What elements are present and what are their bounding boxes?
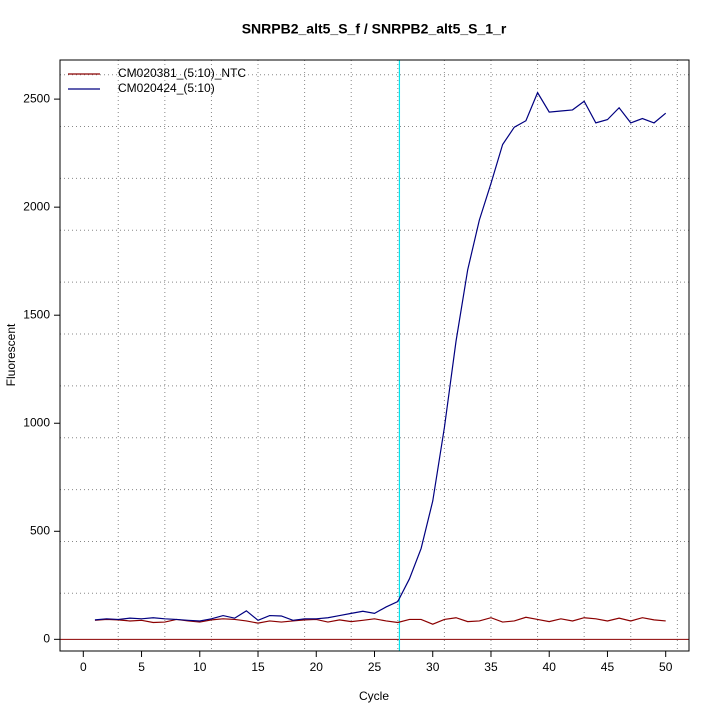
x-tick-label: 15 — [251, 660, 265, 674]
y-tick-label: 1000 — [23, 415, 50, 429]
y-tick-label: 2500 — [23, 91, 50, 105]
x-tick-label: 30 — [426, 660, 440, 674]
legend-label: CM020381_(5:10)_NTC — [118, 66, 246, 80]
series-line — [94, 616, 666, 625]
chart-title: SNRPB2_alt5_S_f / SNRPB2_alt5_S_1_r — [242, 21, 507, 37]
x-tick-label: 45 — [601, 660, 615, 674]
x-axis-label: Cycle — [359, 689, 389, 703]
x-tick-label: 35 — [484, 660, 498, 674]
x-tick-label: 0 — [80, 660, 87, 674]
x-tick-label: 25 — [368, 660, 382, 674]
x-tick-label: 50 — [659, 660, 673, 674]
x-tick-label: 5 — [138, 660, 145, 674]
legend-label: CM020424_(5:10) — [118, 81, 215, 95]
y-axis-label: Fluorescent — [4, 323, 18, 386]
series-line — [94, 91, 667, 622]
x-tick-label: 40 — [543, 660, 557, 674]
x-tick-label: 20 — [310, 660, 324, 674]
y-tick-label: 2000 — [23, 199, 50, 213]
x-tick-label: 10 — [193, 660, 207, 674]
y-tick-label: 500 — [30, 523, 50, 537]
y-tick-label: 1500 — [23, 307, 50, 321]
y-tick-label: 0 — [43, 632, 50, 646]
plot-frame — [59, 59, 690, 652]
